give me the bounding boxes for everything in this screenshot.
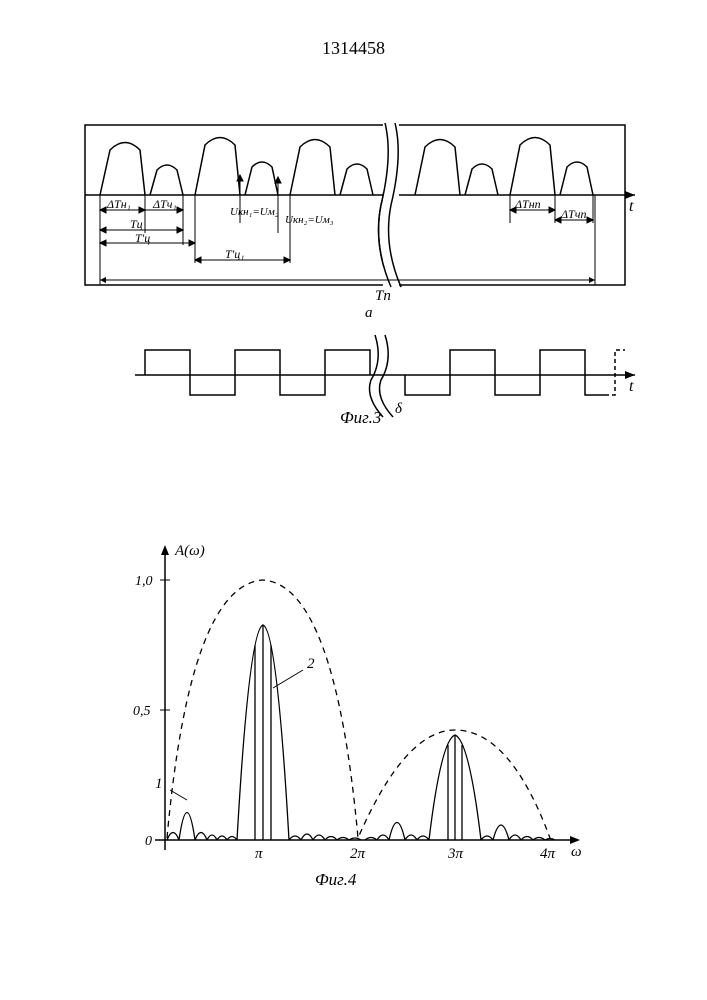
svg-text:0,5: 0,5 xyxy=(133,704,151,719)
svg-text:2π: 2π xyxy=(350,846,366,862)
page: 1314458 t xyxy=(0,0,707,1000)
svg-text:ΔTчn: ΔTчn xyxy=(560,207,586,221)
fig4-xticks: π 2π 3π 4π xyxy=(255,846,556,862)
svg-text:Uкн₂=Uм₃: Uкн₂=Uм₃ xyxy=(285,214,334,226)
fig3b: t δ xyxy=(135,335,635,417)
fig3-caption: Фиг.3 xyxy=(340,408,381,425)
svg-text:ΔTнn: ΔTнn xyxy=(514,197,541,211)
svg-text:ΔTн₁: ΔTн₁ xyxy=(106,197,131,211)
fig4-caption: Фиг.4 xyxy=(315,870,357,889)
svg-text:t: t xyxy=(629,378,634,395)
fig4-envelope xyxy=(167,580,550,838)
svg-text:T′ц₁: T′ц₁ xyxy=(225,247,244,261)
fig4-lobes xyxy=(167,625,555,840)
fig4-series-labels: 1 2 xyxy=(155,656,315,800)
fig4-svg: 0 0,5 1,0 π 2π 3π 4π A(ω) ω xyxy=(115,530,585,900)
fig3a-axis-label: t xyxy=(629,198,634,215)
doc-number: 1314458 xyxy=(0,38,707,59)
svg-text:4π: 4π xyxy=(540,846,556,862)
svg-text:2: 2 xyxy=(307,656,315,672)
svg-text:ΔTч₁: ΔTч₁ xyxy=(152,197,177,211)
svg-text:3π: 3π xyxy=(447,846,464,862)
svg-text:0: 0 xyxy=(145,834,152,849)
fig3a-pulses-right xyxy=(415,138,593,196)
fig3-svg: t xyxy=(75,115,635,425)
fig4-xlabel: ω xyxy=(571,844,582,860)
svg-text:Tц: Tц xyxy=(130,217,143,231)
svg-text:1,0: 1,0 xyxy=(135,574,153,589)
fig3a-Tp-arrow-r xyxy=(589,277,595,283)
svg-text:Uкн₁=Uм₂: Uкн₁=Uм₂ xyxy=(230,206,279,218)
fig4-ylabel: A(ω) xyxy=(174,543,205,559)
svg-text:1: 1 xyxy=(155,776,163,792)
svg-text:δ: δ xyxy=(395,401,403,417)
fig3a-break xyxy=(379,123,401,287)
fig3a-Tp-label: Tп xyxy=(375,288,391,304)
svg-text:π: π xyxy=(255,846,263,862)
svg-text:T′ц: T′ц xyxy=(135,231,150,245)
fig3a-Tp-arrow-l xyxy=(100,277,106,283)
fig3a-pulses-left xyxy=(100,138,373,196)
fig3a-panel-label: а xyxy=(365,305,373,321)
